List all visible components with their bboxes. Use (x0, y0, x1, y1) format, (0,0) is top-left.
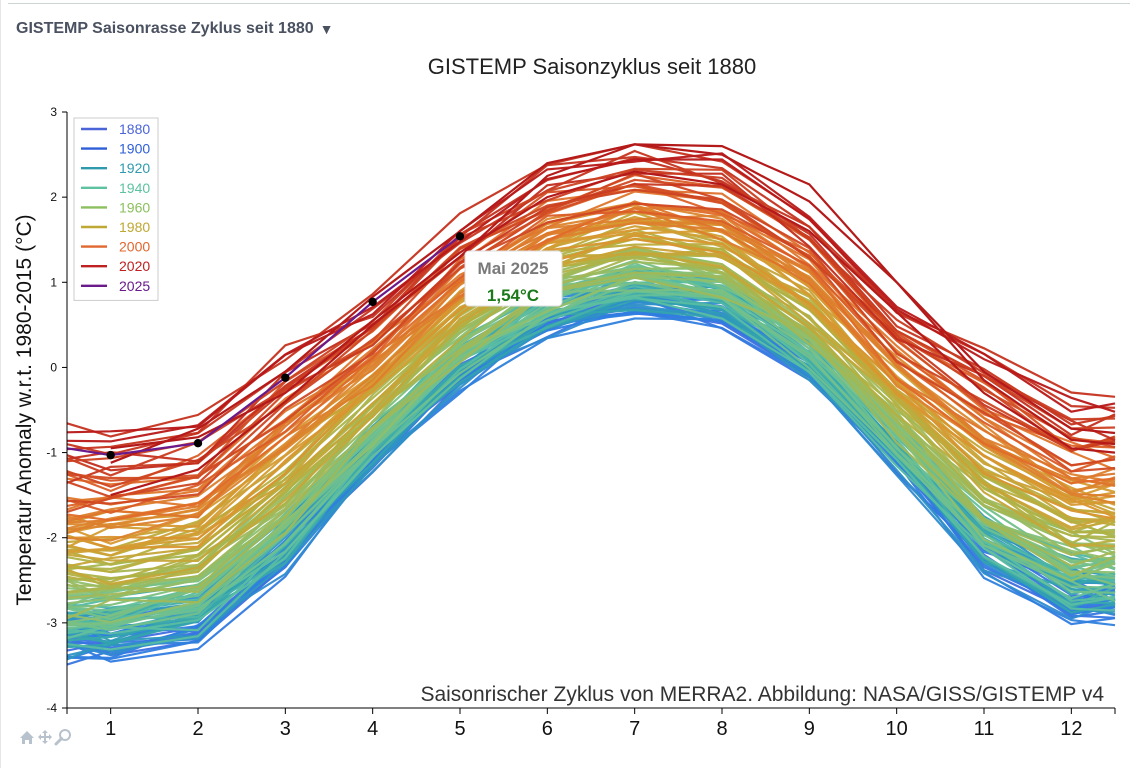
year-line (66, 271, 1116, 599)
year-line (66, 251, 1116, 586)
chart-source-annotation: Saisonrischer Zyklus von MERRA2. Abbildu… (420, 683, 1104, 706)
year-line (66, 152, 1116, 434)
tooltip-box (464, 250, 563, 307)
year-line-2025 (66, 235, 461, 457)
x-tick-label: 9 (804, 718, 815, 740)
legend-label: 2000 (119, 239, 150, 255)
frame-top-border (8, 3, 1130, 4)
legend-label: 1900 (119, 141, 150, 157)
x-tick-label: 5 (454, 718, 465, 740)
chart-selector-label: GISTEMP Saisonrasse Zyklus seit 1880 (16, 20, 314, 37)
year-line (66, 280, 1116, 629)
x-tick-label: 8 (716, 718, 727, 740)
data-point-2025 (368, 297, 377, 307)
year-line (66, 276, 1116, 620)
y-axis-label: Temperatur Anomaly w.r.t. 1980-2015 (°C) (13, 214, 36, 605)
year-line (66, 237, 1116, 540)
year-line (66, 231, 1116, 568)
legend-label: 1960 (119, 199, 150, 215)
year-line (66, 201, 1116, 522)
y-tick-label: 0 (50, 360, 57, 374)
legend-label: 2020 (119, 258, 150, 274)
data-point-2025 (455, 232, 465, 241)
year-line (66, 250, 1116, 587)
year-line (66, 317, 1116, 661)
home-icon[interactable] (18, 727, 36, 747)
recent-year-lines (110, 143, 1116, 497)
year-line (66, 252, 1116, 563)
legend-label: 1880 (119, 121, 150, 137)
hover-tooltip: Mai 2025 1,54°C (464, 250, 563, 307)
plot-modebar (18, 727, 72, 747)
year-line (66, 300, 1116, 656)
data-point-2025 (281, 373, 290, 382)
y-tick-label: -1 (46, 446, 57, 460)
tooltip-value: 1,54°C (487, 286, 539, 305)
year-line (66, 202, 1116, 505)
legend-label: 1940 (119, 180, 150, 196)
legend-label: 1920 (119, 160, 150, 176)
y-tick-label: -3 (46, 616, 57, 630)
chart-selector-dropdown[interactable]: GISTEMP Saisonrasse Zyklus seit 1880 ▼ (16, 20, 334, 38)
y-tick-label: 1 (50, 275, 57, 289)
frame-left-border (0, 0, 1, 768)
pan-icon[interactable] (36, 727, 54, 747)
legend-label: 2025 (119, 278, 150, 294)
historical-year-lines (66, 143, 1116, 666)
x-tick-label: 4 (367, 718, 378, 740)
year-line (66, 228, 1116, 566)
tooltip-title: Mai 2025 (478, 259, 549, 278)
y-tick-label: -2 (46, 531, 57, 545)
year-line (66, 275, 1116, 624)
year-line (66, 254, 1116, 594)
x-tick-label: 3 (280, 718, 291, 740)
year-line-2016 (110, 170, 1116, 454)
year-line (66, 295, 1116, 635)
triangle-down-icon: ▼ (319, 21, 334, 37)
legend: 1880 1900 1920 1940 1960 1980 2000 2020 2025 (73, 117, 159, 301)
chart-title: GISTEMP Saisonzyklus seit 1880 (428, 54, 757, 79)
x-tick-label: 10 (886, 718, 908, 740)
zoom-icon[interactable] (54, 727, 72, 747)
x-tick-label: 1 (105, 718, 116, 740)
year-line-2023 (110, 143, 1116, 497)
data-point-2025 (193, 439, 203, 448)
x-tick-label: 2 (192, 718, 203, 740)
y-tick-label: 2 (50, 190, 57, 204)
x-tick-label: 12 (1060, 718, 1082, 740)
y-tick-label: -4 (46, 701, 57, 715)
legend-label: 1980 (119, 219, 150, 235)
x-tick-label: 6 (542, 718, 553, 740)
year-line (66, 149, 1116, 456)
y-tick-label: 3 (50, 105, 57, 119)
year-line (66, 219, 1116, 534)
current-year-line (66, 232, 465, 460)
year-line (66, 234, 1116, 550)
data-point-2025 (106, 450, 115, 460)
x-tick-label: 11 (974, 718, 995, 740)
x-tick-label: 7 (629, 718, 640, 740)
